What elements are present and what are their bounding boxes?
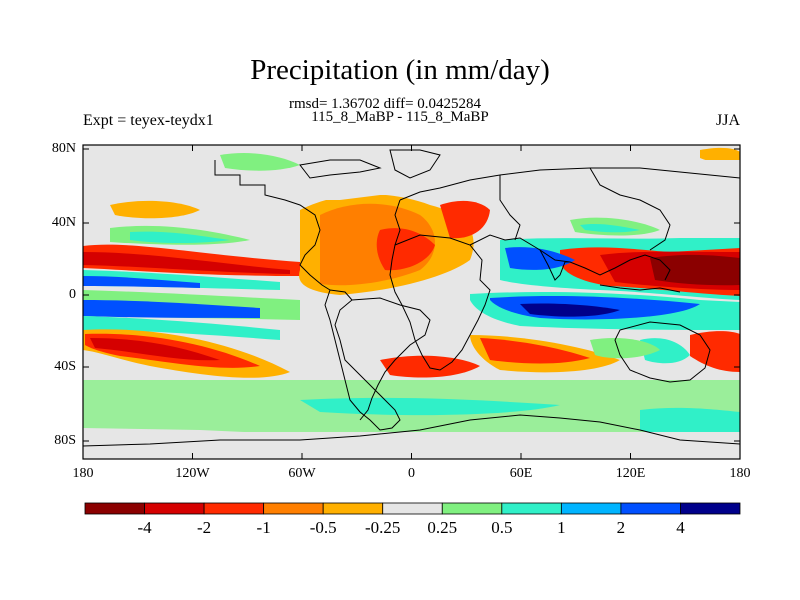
- colorbar-swatch: [263, 502, 324, 515]
- lon-tick-label: 120E: [615, 466, 646, 481]
- lon-tick-label: 180: [72, 466, 94, 481]
- axis-ticks: [82, 145, 741, 459]
- colorbar-label: 1: [557, 518, 566, 537]
- colorbar-swatch: [382, 502, 443, 515]
- colorbar-swatch: [203, 502, 265, 515]
- colorbar-swatch: [84, 502, 145, 515]
- experiment-label: Expt = teyex-teydx1: [83, 112, 214, 129]
- colorbar-label: -0.25: [365, 518, 401, 537]
- colorbar-label: 0.5: [491, 518, 513, 537]
- chart-title: Precipitation (in mm/day): [250, 54, 550, 86]
- colorbar-swatch: [144, 502, 205, 515]
- lat-tick-label: 40N: [51, 215, 76, 230]
- colorbar-label: -1: [256, 518, 271, 537]
- lon-tick-label: 0: [408, 466, 415, 481]
- lat-tick-label: 80N: [51, 141, 76, 156]
- colorbar-swatch: [322, 502, 384, 515]
- season-label: JJA: [715, 112, 740, 129]
- colorbar-label: 0.25: [427, 518, 458, 537]
- lat-tick-label: 80S: [54, 433, 76, 448]
- colorbar-swatch: [680, 502, 741, 515]
- colorbar-label: 4: [676, 518, 685, 537]
- colorbar-swatch: [560, 502, 622, 515]
- colorbar-swatch: [620, 502, 681, 515]
- lon-tick-label: 180: [729, 466, 751, 481]
- lon-tick-label: 60W: [288, 466, 316, 481]
- stats-line: rmsd= 1.36702 diff= 0.0425284: [288, 96, 482, 112]
- colorbar-label: -2: [196, 518, 212, 537]
- colorbar-swatch: [501, 502, 562, 515]
- coastlines: [83, 149, 740, 447]
- lat-tick-label: 40S: [54, 359, 76, 374]
- lon-tick-label: 60E: [509, 466, 533, 481]
- colorbar-label: -0.5: [309, 518, 337, 537]
- lat-tick-label: 0: [69, 287, 76, 302]
- colorbar-label: 2: [616, 518, 626, 537]
- lon-tick-label: 120W: [175, 466, 210, 481]
- colorbar-label: -4: [137, 518, 152, 537]
- case-line: 115_8_MaBP - 115_8_MaBP: [311, 109, 489, 125]
- colorbar-swatch: [441, 502, 503, 515]
